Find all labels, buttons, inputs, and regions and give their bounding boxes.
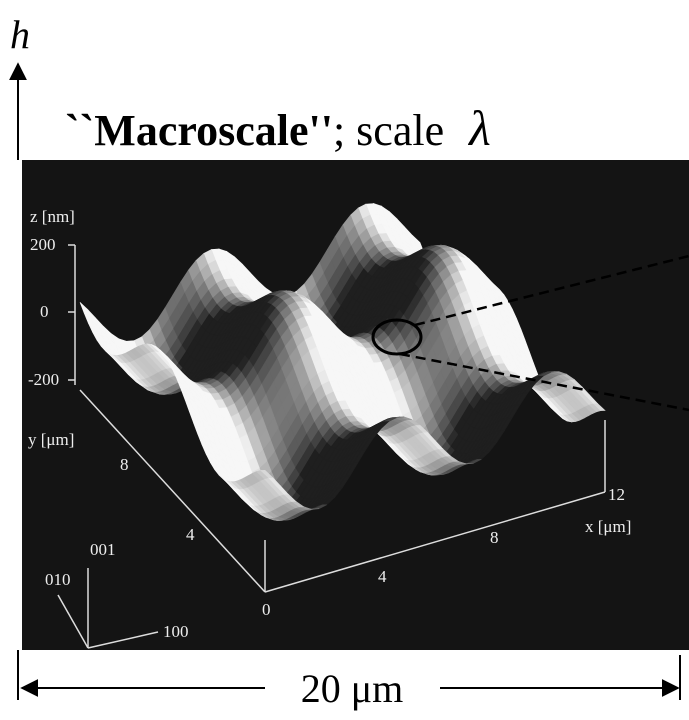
orientation-label: 010 xyxy=(45,570,71,589)
x-label: x [μm] xyxy=(585,517,631,536)
x-tick: 12 xyxy=(608,485,625,504)
z-label: z [nm] xyxy=(30,207,75,226)
page: h ``Macroscale''; scale λ z [nm] 200 0 -… xyxy=(0,0,689,720)
y-tick: 4 xyxy=(186,525,195,544)
title: ``Macroscale''; scale λ xyxy=(65,100,491,156)
title-symbol: λ xyxy=(467,100,491,156)
x-tick: 4 xyxy=(378,567,387,586)
h-label: h xyxy=(10,12,30,57)
z-tick: -200 xyxy=(28,370,59,389)
y-tick: 8 xyxy=(120,455,129,474)
z-tick: 200 xyxy=(30,235,56,254)
orientation-label: 100 xyxy=(163,622,189,641)
z-tick: 0 xyxy=(40,302,49,321)
orientation-label: 001 xyxy=(90,540,116,559)
x-tick: 8 xyxy=(490,528,499,547)
y-label: y [μm] xyxy=(28,430,74,449)
figure: h ``Macroscale''; scale λ z [nm] 200 0 -… xyxy=(0,0,689,720)
scale-label: 20 μm xyxy=(301,666,404,711)
x-tick: 0 xyxy=(262,600,271,619)
title-rest: ; scale xyxy=(333,106,444,155)
title-bold: ``Macroscale'' xyxy=(65,106,333,155)
